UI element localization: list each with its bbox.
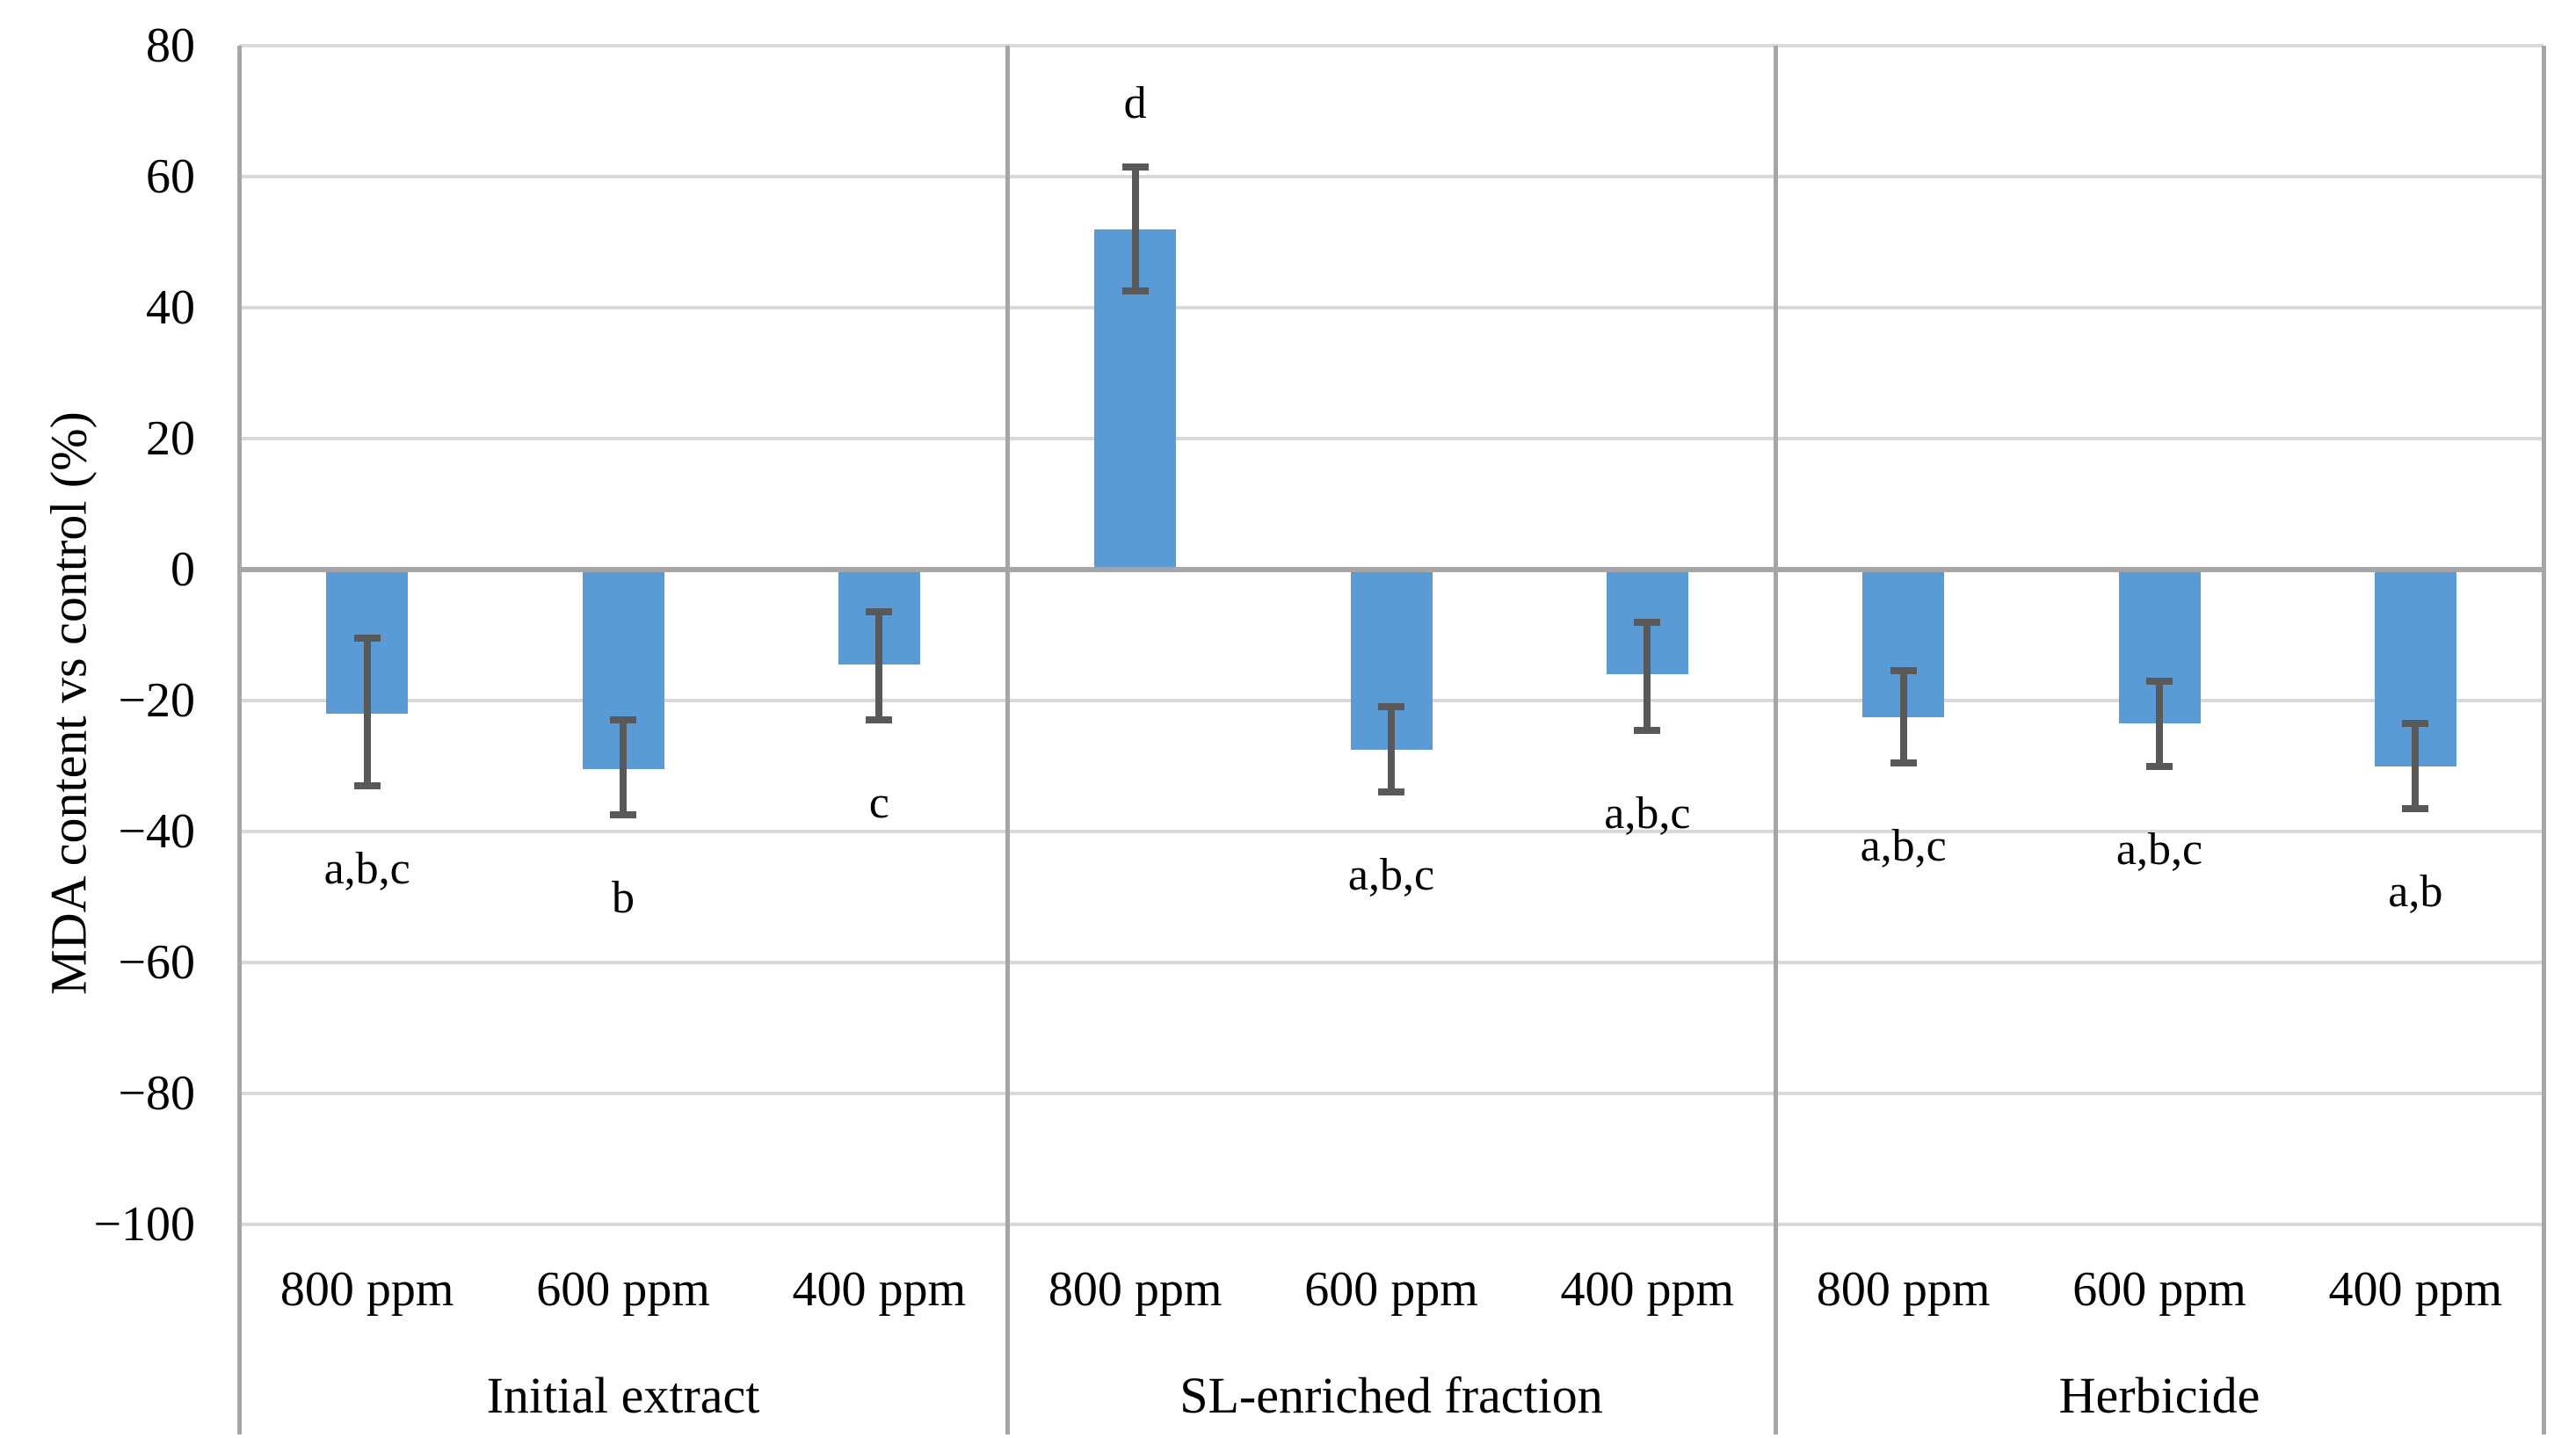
- x-category-label: 400 ppm: [2328, 1262, 2503, 1317]
- x-category-label: 600 ppm: [1304, 1262, 1478, 1317]
- gridline: [239, 1092, 2543, 1095]
- significance-label: d: [1123, 77, 1147, 128]
- error-bar: [1131, 166, 1139, 292]
- x-category-label: 800 ppm: [1816, 1262, 1991, 1317]
- y-axis-tick-label: 0: [171, 542, 195, 597]
- y-axis-tick-label: 40: [146, 280, 195, 335]
- error-bar: [363, 638, 371, 786]
- x-group-label: Herbicide: [2058, 1367, 2260, 1424]
- significance-label: a,b,c: [1347, 850, 1435, 901]
- x-category-label: 800 ppm: [279, 1262, 454, 1317]
- gridline: [239, 175, 2543, 178]
- error-bar-cap-top: [1121, 163, 1149, 171]
- error-bar-cap-bottom: [610, 811, 636, 819]
- x-category-label: 400 ppm: [1560, 1262, 1735, 1317]
- gridline: [239, 1223, 2543, 1226]
- error-bar: [875, 612, 883, 721]
- error-bar: [1899, 671, 1907, 763]
- error-bar-cap-bottom: [2146, 762, 2173, 770]
- y-axis-tick-label: 20: [146, 411, 195, 466]
- error-bar-cap-top: [1634, 618, 1661, 626]
- x-group-label: Initial extract: [486, 1367, 760, 1424]
- y-axis-tick-label: −40: [118, 804, 195, 859]
- gridline: [239, 961, 2543, 964]
- gridline: [239, 830, 2543, 833]
- error-bar: [620, 720, 627, 816]
- y-axis-tick-label: −60: [118, 935, 195, 990]
- error-bar-cap-bottom: [1121, 287, 1149, 295]
- x-group-label: SL-enriched fraction: [1179, 1367, 1603, 1424]
- error-bar: [2412, 723, 2420, 809]
- x-category-label: 600 ppm: [2072, 1262, 2246, 1317]
- gridline: [239, 437, 2543, 440]
- y-axis-line: [237, 46, 242, 1434]
- gridline: [239, 306, 2543, 309]
- error-bar-cap-bottom: [866, 716, 893, 724]
- y-axis-tick-label: 60: [146, 149, 195, 204]
- y-axis-tick-label: −100: [93, 1197, 195, 1252]
- significance-label: a,b,c: [2115, 824, 2203, 875]
- significance-label: a,b,c: [1604, 788, 1691, 839]
- error-bar-cap-top: [1890, 667, 1917, 675]
- panel-divider: [1005, 46, 1010, 1434]
- x-category-label: 400 ppm: [792, 1262, 967, 1317]
- error-bar-cap-top: [2146, 677, 2173, 685]
- error-bar-cap-top: [610, 716, 636, 724]
- significance-label: a,b,c: [323, 843, 410, 894]
- error-bar-cap-bottom: [353, 781, 381, 789]
- error-bar: [2156, 680, 2163, 766]
- x-category-label: 600 ppm: [536, 1262, 710, 1317]
- y-axis-tick-label: −20: [118, 673, 195, 728]
- error-bar-cap-bottom: [1378, 788, 1404, 796]
- significance-label: c: [868, 778, 889, 829]
- error-bar-cap-bottom: [1634, 726, 1661, 734]
- significance-label: b: [612, 873, 635, 924]
- gridline: [239, 44, 2543, 47]
- error-bar-cap-top: [1378, 703, 1404, 711]
- error-bar-cap-top: [866, 608, 893, 616]
- y-axis-tick-label: 80: [146, 18, 195, 73]
- error-bar-cap-bottom: [2402, 804, 2429, 812]
- significance-label: a,b,c: [1860, 820, 1947, 871]
- error-bar-cap-bottom: [1890, 759, 1917, 766]
- y-axis-tick-label: −80: [118, 1066, 195, 1121]
- error-bar-cap-top: [2402, 720, 2429, 728]
- significance-label: a,b: [2388, 866, 2443, 917]
- error-bar-cap-top: [353, 635, 381, 643]
- error-bar: [1644, 621, 1651, 730]
- x-axis-zero-line: [239, 567, 2543, 572]
- x-category-label: 800 ppm: [1048, 1262, 1223, 1317]
- error-bar: [1388, 707, 1395, 793]
- plot-right-border: [2542, 46, 2546, 1434]
- panel-divider: [1774, 46, 1778, 1434]
